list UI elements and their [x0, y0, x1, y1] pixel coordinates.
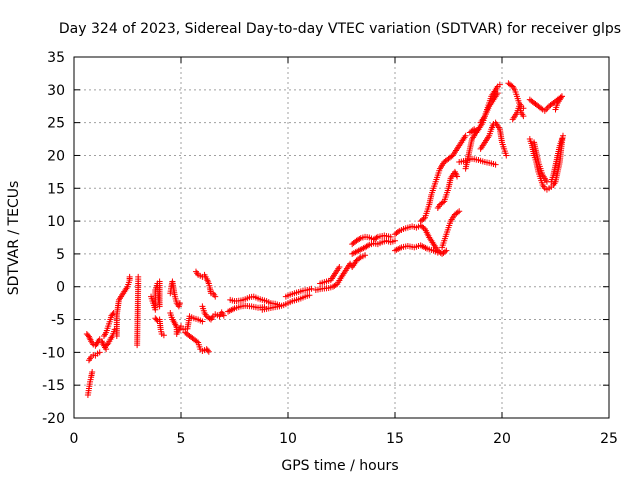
data-point [456, 208, 463, 215]
data-point [520, 113, 527, 120]
y-tick-label: -20 [42, 411, 65, 427]
data-point [134, 342, 141, 349]
y-tick-label: 25 [47, 116, 65, 132]
data-point [156, 278, 163, 285]
data-point [443, 247, 450, 254]
data-point [308, 285, 315, 292]
data-point [336, 264, 343, 271]
y-tick-label: 0 [56, 280, 65, 296]
data-point [503, 152, 510, 159]
data-point [356, 236, 363, 243]
data-point [434, 249, 441, 256]
data-point [109, 311, 116, 318]
x-tick-label: 5 [177, 431, 186, 447]
y-tick-label: -10 [42, 345, 65, 361]
y-tick-label: 35 [47, 50, 65, 66]
data-point [496, 81, 503, 88]
data-point [558, 93, 565, 100]
data-point [441, 248, 448, 255]
y-axis-label: SDTVAR / TECUs [6, 181, 22, 296]
x-axis-label: GPS time / hours [281, 458, 398, 474]
data-point [559, 132, 566, 139]
data-point [160, 332, 167, 339]
plot-border [73, 56, 610, 419]
y-tick-label: 10 [47, 214, 65, 230]
data-point [176, 300, 183, 307]
y-tick-label: -15 [42, 378, 65, 394]
data-point [364, 242, 371, 249]
data-point [89, 369, 96, 376]
data-point [387, 233, 394, 240]
y-tick-label: 30 [47, 83, 65, 99]
data-point [306, 292, 313, 299]
y-tick-label: 20 [47, 148, 65, 164]
x-tick-label: 15 [386, 431, 404, 447]
data-point [439, 199, 446, 206]
data-point [126, 273, 133, 280]
x-axis: 0 5 10 15 20 25 [70, 57, 618, 447]
x-tick-label: 0 [70, 431, 79, 447]
y-tick-label: 5 [56, 247, 65, 263]
x-tick-label: 10 [279, 431, 297, 447]
data-points [83, 80, 566, 399]
data-point [96, 349, 103, 356]
data-point [454, 209, 461, 216]
data-point [362, 252, 369, 259]
data-point [420, 215, 427, 222]
data-point [543, 106, 550, 113]
grid [74, 57, 609, 418]
data-point [558, 136, 565, 143]
data-point [373, 234, 380, 241]
data-point [454, 173, 461, 180]
y-tick-label: -5 [51, 313, 65, 329]
data-point [199, 318, 206, 325]
data-point [104, 341, 111, 348]
data-point [394, 229, 401, 236]
y-axis: -20 -15 -10 -5 0 5 10 15 20 25 30 35 [42, 50, 609, 427]
data-point [204, 347, 211, 354]
data-point [212, 293, 219, 300]
data-point [178, 323, 184, 330]
data-point [462, 132, 469, 139]
data-point [392, 237, 398, 244]
data-point [494, 90, 501, 97]
data-point [492, 161, 499, 168]
data-point [193, 338, 200, 345]
data-point [538, 105, 545, 112]
x-tick-label: 25 [600, 431, 618, 447]
data-point [356, 255, 363, 262]
y-tick-label: 15 [47, 181, 65, 197]
x-tick-label: 20 [493, 431, 511, 447]
data-point [220, 312, 227, 319]
data-point [205, 348, 212, 355]
chart-title: Day 324 of 2023, Sidereal Day-to-day VTE… [59, 21, 621, 37]
